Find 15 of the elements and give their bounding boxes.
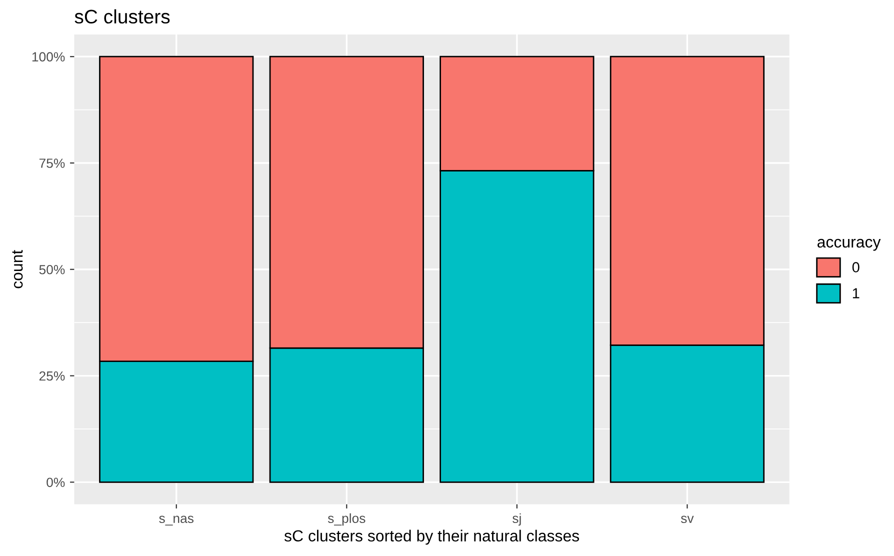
- y-tick-label: 100%: [32, 52, 65, 62]
- y-tick-label: 0%: [46, 478, 65, 488]
- y-tick-label: 25%: [39, 371, 65, 381]
- legend-title: accuracy: [818, 238, 881, 251]
- x-tick-label: s_nas: [159, 516, 194, 526]
- legend-label: 1: [852, 288, 860, 298]
- x-axis-title: sC clusters sorted by their natural classes: [284, 530, 580, 545]
- chart-title: sC clusters: [74, 9, 170, 24]
- legend-label: 0: [852, 262, 860, 272]
- y-tick-label: 75%: [39, 158, 65, 168]
- x-tick-label: s_plos: [328, 513, 366, 526]
- y-axis-title: count: [12, 250, 23, 288]
- y-tick-label: 50%: [39, 264, 65, 274]
- x-tick-label: sj: [512, 513, 521, 526]
- x-tick-label: sv: [681, 516, 694, 524]
